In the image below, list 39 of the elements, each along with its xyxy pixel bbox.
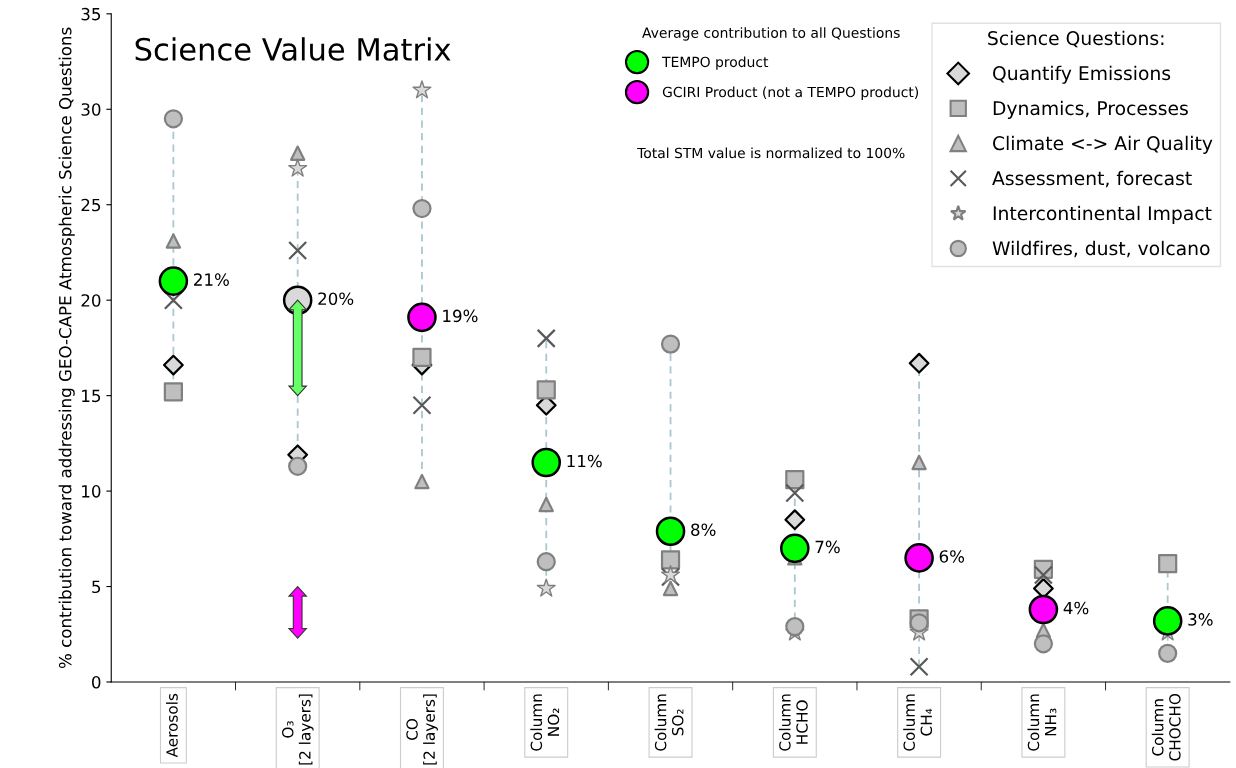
data-label: 8% <box>691 523 716 537</box>
x-tick-label: Column HCHO <box>778 694 808 751</box>
text: Science Value Matrix <box>135 37 451 61</box>
legend-label: GCIRI Product (not a TEMPO product) <box>662 86 919 100</box>
y-tick-label: 15 <box>82 389 101 403</box>
data-label: 4% <box>1063 601 1089 615</box>
annotation: Total STM value is normalized to 100% <box>637 147 905 159</box>
legend-label: TEMPO product <box>662 56 769 70</box>
annotation: Average contribution to all Questions <box>642 27 900 41</box>
x-tick-label: Column NH₃ <box>1027 694 1057 751</box>
legend-label: Dynamics, Processes <box>993 100 1188 119</box>
x-tick-label: CO [2 layers] <box>406 694 438 765</box>
y-tick-label: 0 <box>92 675 101 689</box>
legend-title: Science Questions: <box>988 30 1164 48</box>
data-label: 21% <box>194 273 229 286</box>
data-label: 7% <box>815 540 840 554</box>
data-label: 6% <box>939 550 965 563</box>
x-tick-label: O₃ [2 layers] <box>281 694 314 765</box>
data-label: 3% <box>1188 613 1213 626</box>
legend-label: Quantify Emissions <box>993 65 1171 84</box>
legend-label: Wildfires, dust, volcano <box>992 240 1210 258</box>
y-tick-label: 35 <box>81 7 101 21</box>
x-tick-label: Aerosols <box>165 693 178 758</box>
x-tick-label: Column CH₄ <box>903 694 933 751</box>
legend-label: Assessment, forecast <box>992 170 1192 188</box>
y-tick-label: 25 <box>81 198 101 212</box>
y-tick-label: 10 <box>82 485 101 498</box>
x-tick-label: Column CHOCHO <box>1151 693 1181 761</box>
y-tick-label: 30 <box>81 103 101 116</box>
legend-label: Climate <-> Air Quality <box>993 135 1213 154</box>
x-tick-label: Column NO₂ <box>530 694 560 751</box>
data-label: 11% <box>567 454 602 468</box>
x-tick-label: Column SO₂ <box>654 694 684 751</box>
y-tick-label: 20 <box>81 294 101 307</box>
data-label: 20% <box>318 292 354 306</box>
legend-label: Intercontinental Impact <box>993 205 1212 224</box>
y-tick-label: 5 <box>92 580 101 594</box>
data-label: 19% <box>443 309 478 323</box>
y-axis-title: % contribution toward addressing GEO-CAPE Atmospheric Science Questions <box>58 27 75 669</box>
